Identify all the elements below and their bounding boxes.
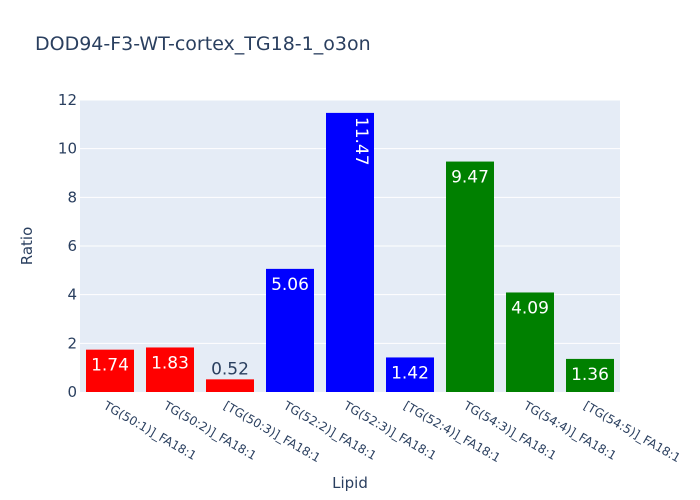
- bar-value-label: 0.52: [211, 359, 249, 379]
- y-tick-label: 10: [58, 140, 77, 158]
- y-axis-title: Ratio: [18, 227, 36, 266]
- bar: [386, 357, 434, 392]
- y-tick-label: 4: [67, 286, 77, 304]
- bar: [446, 161, 494, 392]
- x-tick-label: [TG(54:5)]_FA18:1: [581, 398, 683, 465]
- bar-value-label: 11.47: [351, 117, 371, 166]
- bar-value-label: 4.09: [511, 298, 549, 318]
- bar: [566, 358, 614, 392]
- y-tick-label: 8: [67, 188, 77, 206]
- bar: [206, 379, 254, 392]
- x-axis-ticks: TG(50:1)]_FA18:1TG(50:2)]_FA18:1[TG(50:3…: [100, 398, 682, 465]
- x-axis-title: Lipid: [332, 474, 368, 492]
- bar-value-label: 9.47: [451, 168, 489, 188]
- x-tick-label: [TG(52:4)]_FA18:1: [401, 398, 503, 465]
- bar-value-label: 5.06: [271, 275, 309, 295]
- y-tick-label: 2: [67, 334, 77, 352]
- bar: [506, 292, 554, 392]
- x-tick-label: [TG(50:3)]_FA18:1: [221, 398, 323, 465]
- bar-value-label: 1.74: [91, 356, 129, 376]
- y-tick-label: 6: [67, 237, 77, 255]
- y-tick-label: 0: [67, 383, 77, 401]
- y-axis-ticks: 0 2 4 6 8 10 12: [58, 91, 77, 401]
- bar-value-label: 1.36: [571, 365, 609, 385]
- bar-value-label: 1.42: [391, 363, 429, 383]
- bar: [326, 112, 374, 392]
- y-tick-label: 12: [58, 91, 77, 109]
- bar: [86, 349, 134, 392]
- bar: [146, 347, 194, 392]
- bar-value-label: 1.83: [151, 353, 189, 373]
- bars: 1.74 1.83 0.52 5.06 11.47 1.42 9.47 4.09 1.36: [86, 112, 614, 392]
- chart-title: DOD94-F3-WT-cortex_TG18-1_o3on: [35, 33, 371, 55]
- bar: [266, 268, 314, 392]
